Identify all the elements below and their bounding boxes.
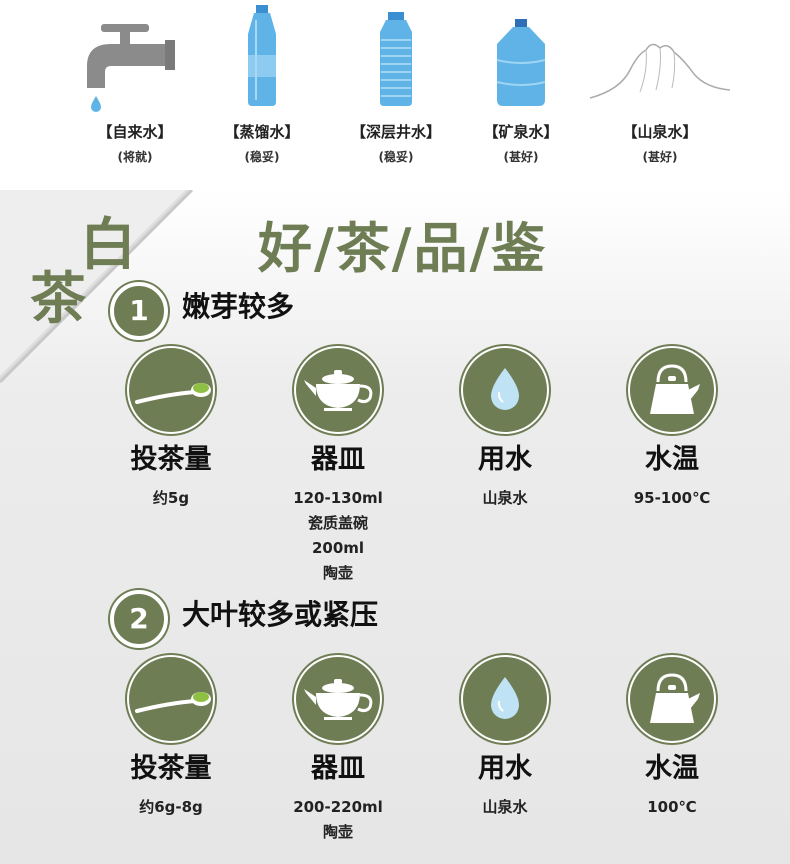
feature-value: 200-220ml <box>293 798 383 816</box>
feature-value: 山泉水 <box>482 489 528 507</box>
ridged-bottle-icon <box>380 12 412 106</box>
tea-spoon-icon <box>135 692 211 713</box>
water-name: 【自来水】 <box>97 123 173 141</box>
water-name: 【矿泉水】 <box>483 123 559 141</box>
feature-label: 用水 <box>478 753 532 784</box>
feature-value: 120-130ml <box>293 489 383 507</box>
feature-value: 200ml <box>311 539 365 557</box>
corner-fold-decoration <box>0 190 194 384</box>
teapot-icon <box>304 679 373 720</box>
water-name: 【山泉水】 <box>622 123 698 141</box>
feature-value: 100℃ <box>647 798 697 816</box>
water-rating: (将就) <box>117 150 153 164</box>
kettle-icon <box>650 673 700 723</box>
feature-value: 陶壶 <box>322 823 353 841</box>
feature-value: 约5g <box>152 489 190 507</box>
water-rating: (甚好) <box>642 150 678 164</box>
tea-spoon-icon <box>135 383 211 404</box>
water-jug-icon <box>496 19 546 106</box>
page-title: 好/茶/品/鉴 <box>258 217 548 280</box>
step-title: 嫩芽较多 <box>182 290 295 323</box>
feature-label: 用水 <box>478 444 532 475</box>
water-name: 【深层井水】 <box>350 123 441 141</box>
mountain-icon <box>590 43 730 99</box>
feature-value: 陶壶 <box>322 564 353 582</box>
feature-label: 器皿 <box>311 753 365 784</box>
teapot-icon <box>304 370 373 411</box>
feature-label: 水温 <box>645 444 699 475</box>
faucet-icon <box>87 24 175 112</box>
water-drop-icon <box>491 677 519 719</box>
step-number-badge: 1 <box>110 282 168 340</box>
feature-value: 瓷质盖碗 <box>307 514 368 532</box>
water-drop-icon <box>491 368 519 410</box>
feature-label: 器皿 <box>311 444 365 475</box>
step-number-badge: 2 <box>110 590 168 648</box>
water-rating: (稳妥) <box>378 150 414 164</box>
tea-type-char: 白 <box>80 213 136 278</box>
feature-label: 投茶量 <box>130 753 212 784</box>
kettle-icon <box>650 364 700 414</box>
water-name: 【蒸馏水】 <box>224 123 300 141</box>
water-rating: (甚好) <box>503 150 539 164</box>
feature-value: 约6g-8g <box>139 798 203 816</box>
step-title: 大叶较多或紧压 <box>182 598 379 631</box>
feature-label: 投茶量 <box>130 444 212 475</box>
water-rating: (稳妥) <box>244 150 280 164</box>
feature-label: 水温 <box>645 753 699 784</box>
feature-value: 95-100℃ <box>633 489 711 507</box>
water-bottle-icon <box>248 5 276 106</box>
feature-value: 山泉水 <box>482 798 528 816</box>
water-types-strip: 【自来水】 (将就) 【蒸馏水】 (稳妥) 【深层井水】 (稳妥) <box>0 0 790 190</box>
tea-type-char: 茶 <box>30 267 86 332</box>
